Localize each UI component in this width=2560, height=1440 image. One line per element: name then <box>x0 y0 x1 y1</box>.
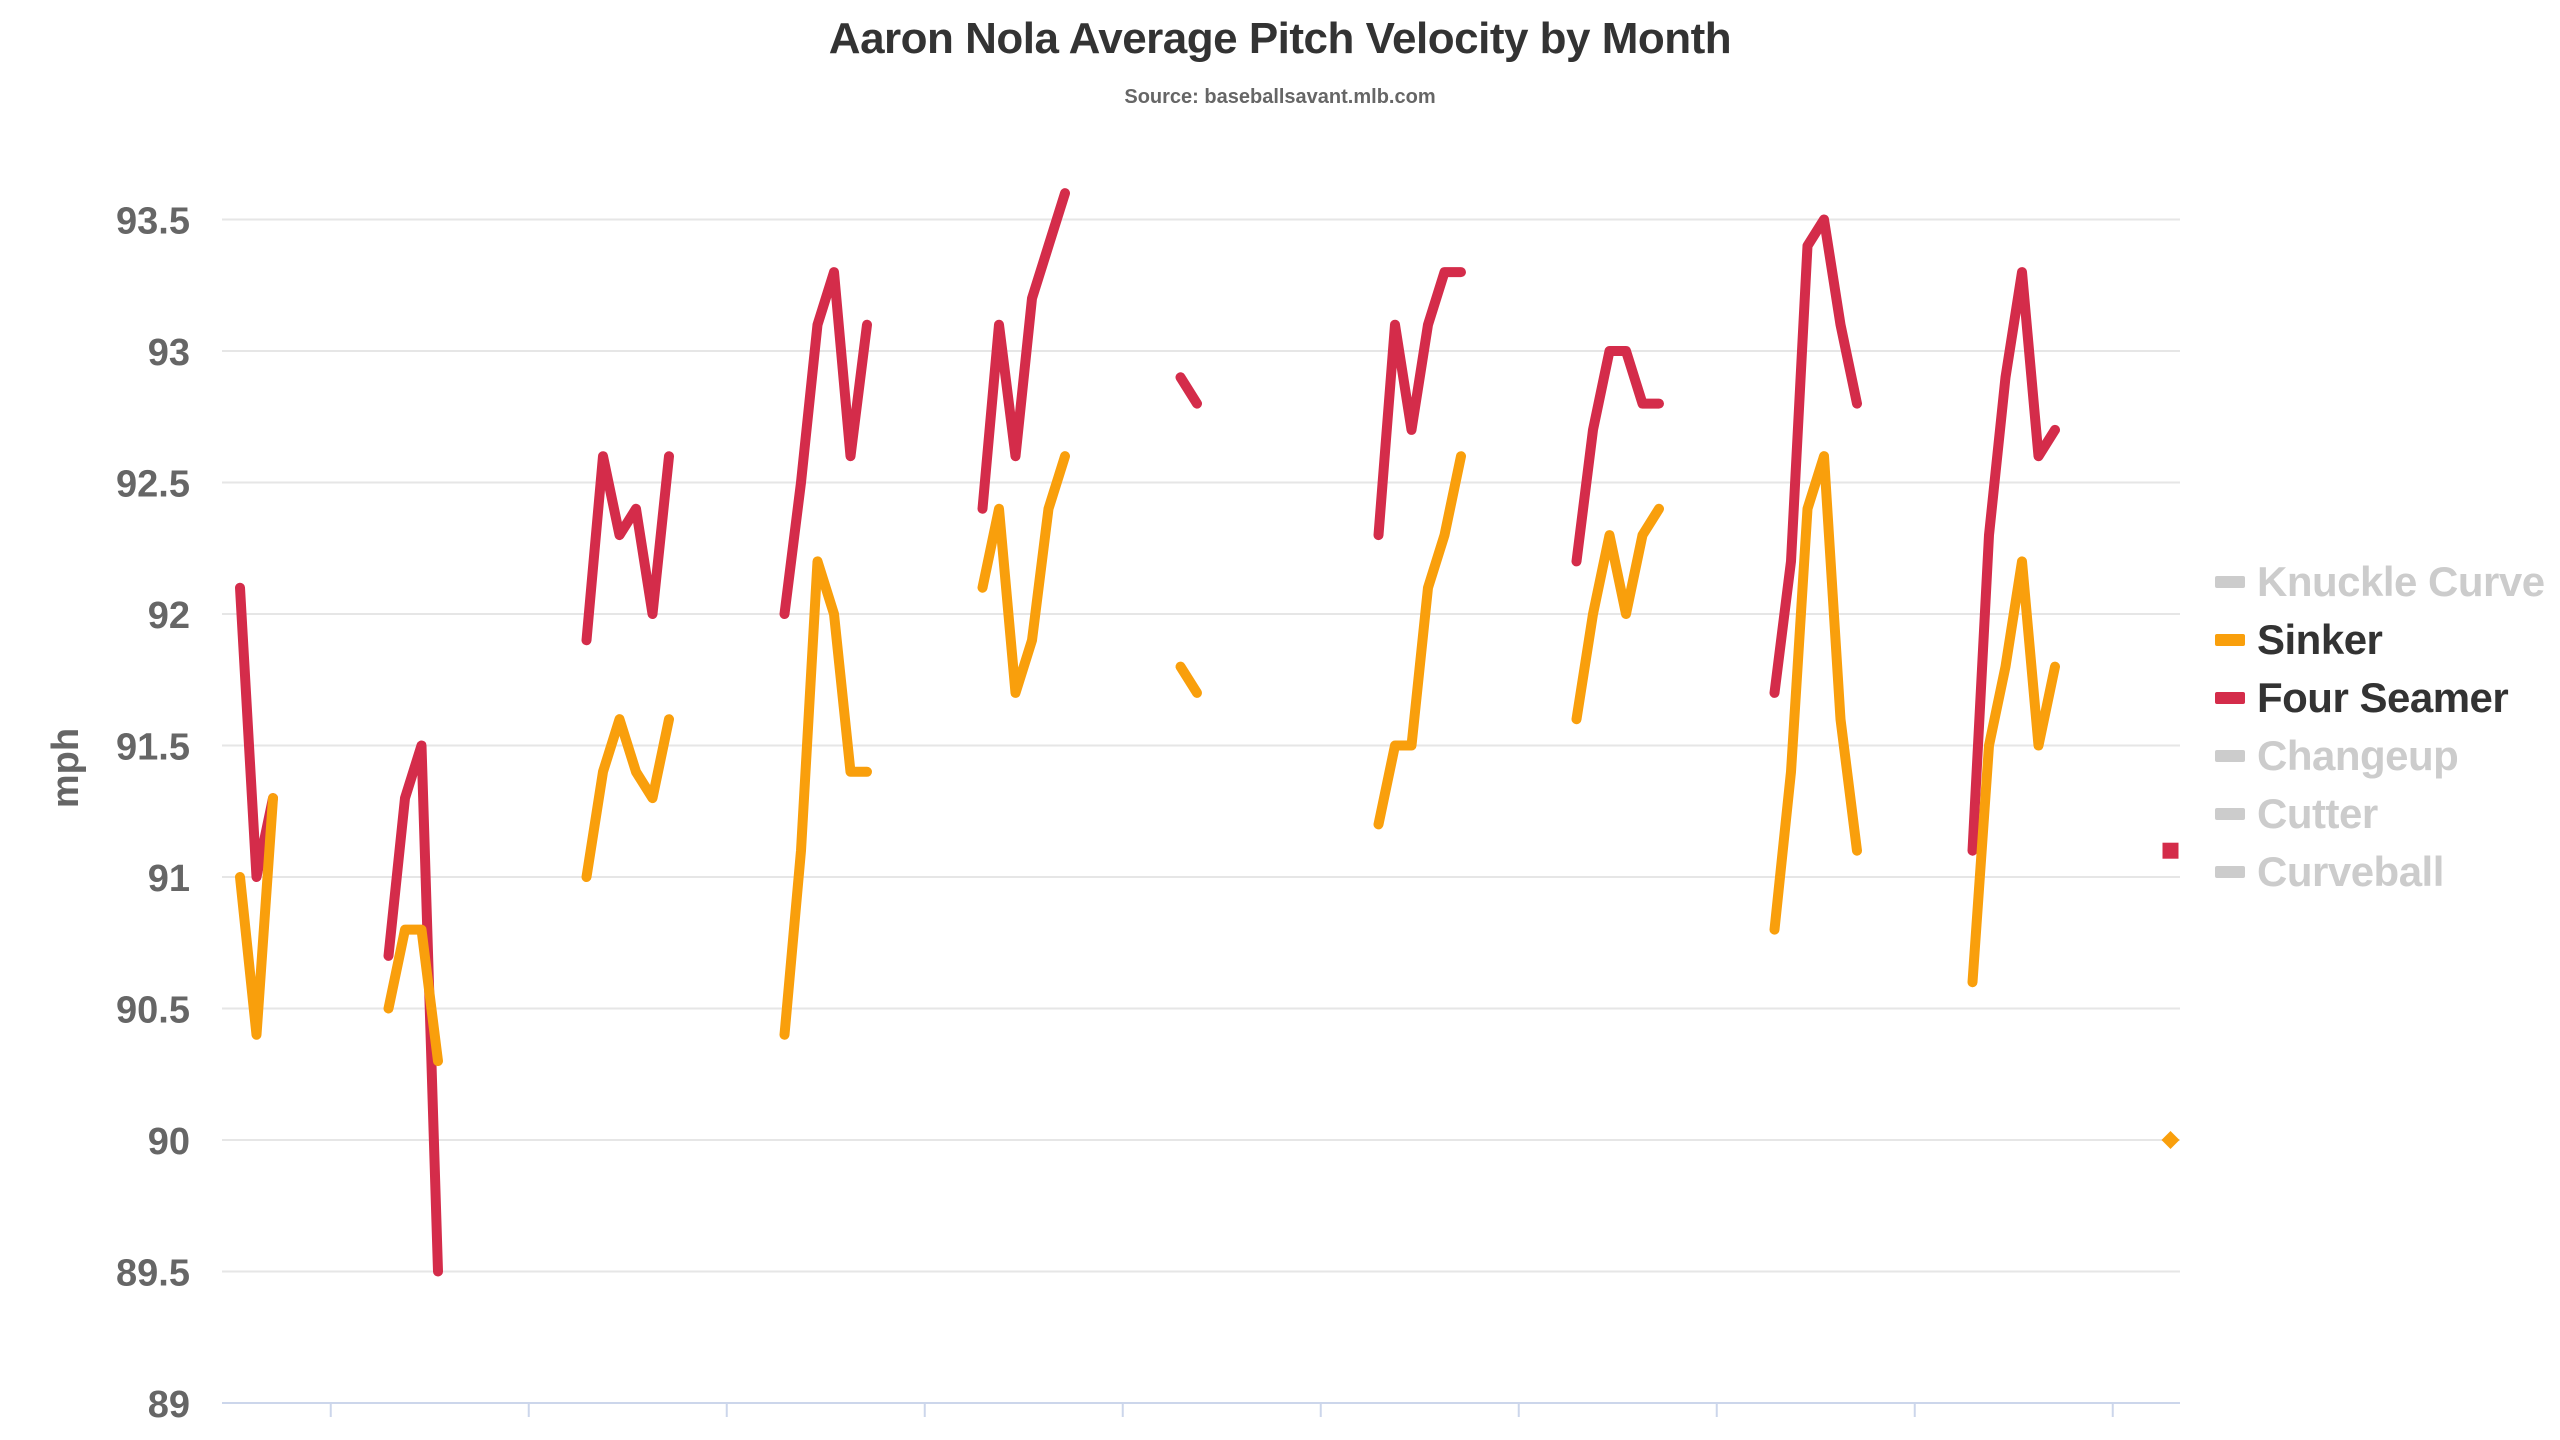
series-line-segment[interactable] <box>1769 451 1862 935</box>
series-four-seamer[interactable] <box>235 188 2179 1277</box>
legend-item-four-seamer[interactable]: Four Seamer <box>2215 669 2545 727</box>
legend-label: Cutter <box>2257 790 2378 837</box>
series-line-segment[interactable] <box>1175 372 1202 409</box>
legend-item-changeup[interactable]: Changeup <box>2215 727 2545 785</box>
series-line-segment[interactable] <box>1373 267 1466 541</box>
data-point-marker[interactable] <box>2162 842 2179 859</box>
series-line-segment[interactable] <box>1769 214 1862 698</box>
legend-swatch <box>2215 692 2245 704</box>
legend-swatch <box>2215 808 2245 820</box>
y-tick-label: 89 <box>148 1384 190 1426</box>
legend-label: Four Seamer <box>2257 674 2509 721</box>
y-tick-label: 91 <box>148 858 190 900</box>
legend-item-curveball[interactable]: Curveball <box>2215 843 2545 901</box>
series-sinker[interactable] <box>235 451 2180 1149</box>
y-axis-ticks: 89 89.5 90 90.5 91 91.5 92 92.5 93 93.5 <box>116 201 190 1427</box>
series-layer <box>235 188 2180 1277</box>
legend-label: Changeup <box>2257 732 2459 779</box>
series-line-segment[interactable] <box>1571 346 1664 567</box>
y-tick-label: 93.5 <box>116 201 190 243</box>
series-line-segment[interactable] <box>1175 661 1202 698</box>
y-tick-label: 90.5 <box>116 990 190 1032</box>
y-tick-label: 93 <box>148 332 190 374</box>
series-line-segment[interactable] <box>383 924 443 1067</box>
legend-swatch <box>2215 634 2245 646</box>
legend-swatch <box>2215 750 2245 762</box>
chart-subtitle: Source: baseballsavant.mlb.com <box>1124 86 1436 108</box>
series-line-segment[interactable] <box>1967 556 2060 988</box>
legend-label: Curveball <box>2257 848 2444 895</box>
legend: Knuckle Curve Sinker Four Seamer Changeup Cu… <box>2215 553 2545 901</box>
y-tick-label: 89.5 <box>116 1253 190 1295</box>
series-line-segment[interactable] <box>581 451 674 646</box>
series-line-segment[interactable] <box>779 556 872 1040</box>
series-line-segment[interactable] <box>977 451 1070 698</box>
data-point-marker[interactable] <box>2161 1131 2180 1149</box>
series-line-segment[interactable] <box>1967 267 2060 856</box>
legend-label: Knuckle Curve <box>2257 558 2545 605</box>
legend-item-knuckle-curve[interactable]: Knuckle Curve <box>2215 553 2545 611</box>
x-axis <box>222 1402 2180 1417</box>
legend-item-cutter[interactable]: Cutter <box>2215 785 2545 843</box>
grid-lines <box>222 218 2180 1273</box>
series-line-segment[interactable] <box>235 793 278 1040</box>
legend-label: Sinker <box>2257 616 2383 663</box>
series-line-segment[interactable] <box>1571 503 1664 725</box>
y-axis-label: mph <box>45 728 87 808</box>
y-tick-label: 90 <box>148 1121 190 1163</box>
y-tick-label: 92.5 <box>116 464 190 506</box>
chart-title: Aaron Nola Average Pitch Velocity by Mon… <box>828 14 1732 63</box>
legend-swatch <box>2215 576 2245 588</box>
legend-swatch <box>2215 866 2245 878</box>
series-line-segment[interactable] <box>779 267 872 619</box>
series-line-segment[interactable] <box>977 188 1070 514</box>
series-line-segment[interactable] <box>1373 451 1466 830</box>
legend-item-sinker[interactable]: Sinker <box>2215 611 2545 669</box>
y-tick-label: 92 <box>148 595 190 637</box>
series-line-segment[interactable] <box>581 714 674 882</box>
y-tick-label: 91.5 <box>116 727 190 769</box>
